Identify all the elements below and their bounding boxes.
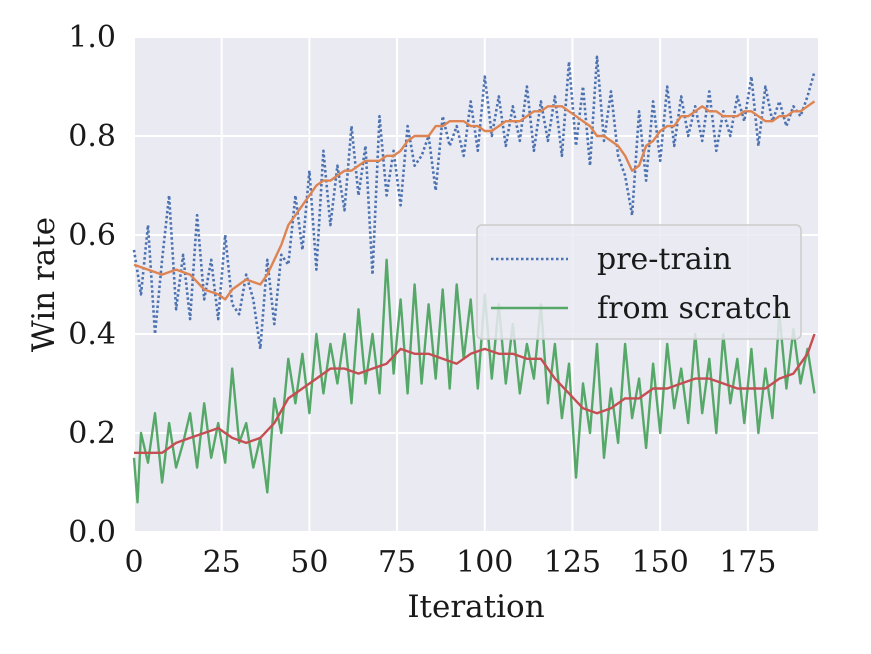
x-tick-label: 75 — [378, 545, 416, 580]
x-tick-label: 125 — [544, 545, 601, 580]
legend-box — [476, 224, 802, 340]
series-line-pre-train — [132, 55, 816, 351]
x-tick-label: 50 — [290, 545, 328, 580]
x-tick-label: 0 — [124, 545, 143, 580]
y-tick-label: 0.4 — [68, 317, 116, 352]
legend-label-pre-train: pre-train — [597, 242, 732, 277]
y-tick-label: 0.0 — [68, 515, 116, 550]
x-tick-label: 175 — [719, 545, 776, 580]
y-tick-label: 1.0 — [68, 20, 116, 55]
series-layer — [132, 55, 816, 504]
legend: pre-train from scratch — [476, 224, 802, 340]
y-tick-label: 0.6 — [68, 218, 116, 253]
x-tick-label: 100 — [456, 545, 513, 580]
tick-labels: 0 25 50 75 100 125 150 175 0.0 0.2 0.4 0.6 0.8 1.0 — [68, 20, 776, 580]
y-axis-label: Win rate — [26, 217, 62, 352]
x-tick-label: 150 — [632, 545, 689, 580]
y-tick-label: 0.8 — [68, 119, 116, 154]
series-line-from-scratch — [132, 258, 816, 504]
series-line-from-scratch-smoothed — [134, 333, 816, 454]
x-axis-label: Iteration — [407, 589, 544, 625]
x-tick-label: 25 — [203, 545, 241, 580]
legend-label-from-scratch: from scratch — [597, 291, 791, 326]
series-line-pre-train-smoothed — [133, 100, 816, 301]
y-tick-label: 0.2 — [68, 416, 116, 451]
